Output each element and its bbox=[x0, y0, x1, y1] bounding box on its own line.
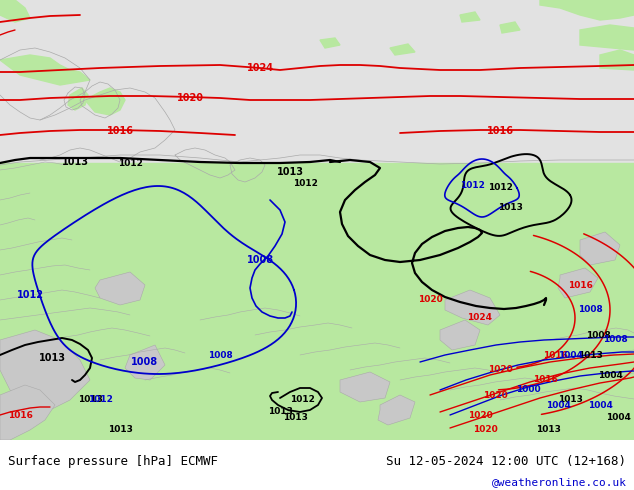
Text: 1020: 1020 bbox=[472, 425, 498, 435]
Text: 1004: 1004 bbox=[557, 350, 583, 360]
Text: 1020: 1020 bbox=[468, 411, 493, 419]
Polygon shape bbox=[460, 12, 480, 22]
Text: 1016: 1016 bbox=[107, 126, 134, 136]
Polygon shape bbox=[0, 0, 30, 22]
Text: 1008: 1008 bbox=[207, 350, 233, 360]
Text: 1004: 1004 bbox=[598, 370, 623, 379]
Text: 1004: 1004 bbox=[588, 400, 612, 410]
Polygon shape bbox=[85, 88, 125, 115]
Text: 1016: 1016 bbox=[567, 280, 592, 290]
Polygon shape bbox=[600, 50, 634, 70]
Text: 1008: 1008 bbox=[586, 330, 611, 340]
Polygon shape bbox=[540, 0, 634, 20]
Text: 1020: 1020 bbox=[176, 93, 204, 103]
Text: 1016: 1016 bbox=[543, 350, 567, 360]
Text: 1008: 1008 bbox=[578, 305, 602, 315]
Text: 1012: 1012 bbox=[488, 183, 512, 193]
Polygon shape bbox=[445, 290, 500, 325]
Polygon shape bbox=[558, 268, 598, 298]
Text: 1008: 1008 bbox=[131, 357, 158, 367]
Text: 1013: 1013 bbox=[578, 350, 602, 360]
Polygon shape bbox=[500, 22, 520, 33]
Text: 1013: 1013 bbox=[77, 395, 103, 405]
Text: 1024: 1024 bbox=[247, 63, 273, 73]
Polygon shape bbox=[0, 385, 55, 440]
Polygon shape bbox=[580, 25, 634, 50]
Text: 1012: 1012 bbox=[16, 290, 44, 300]
Text: 1012: 1012 bbox=[460, 180, 484, 190]
Text: 1013: 1013 bbox=[61, 157, 89, 167]
Text: 1020: 1020 bbox=[488, 366, 512, 374]
Text: 1012: 1012 bbox=[290, 395, 314, 405]
Text: 1013: 1013 bbox=[557, 395, 583, 405]
Text: 1024: 1024 bbox=[467, 314, 493, 322]
Polygon shape bbox=[125, 345, 165, 380]
Polygon shape bbox=[340, 372, 390, 402]
Polygon shape bbox=[320, 38, 340, 48]
Text: 1012: 1012 bbox=[292, 178, 318, 188]
Text: 1008: 1008 bbox=[247, 255, 273, 265]
Text: 1012: 1012 bbox=[117, 158, 143, 168]
Polygon shape bbox=[440, 320, 480, 350]
Text: 1012: 1012 bbox=[87, 395, 112, 405]
Text: Su 12-05-2024 12:00 UTC (12+168): Su 12-05-2024 12:00 UTC (12+168) bbox=[386, 455, 626, 468]
Text: 1020: 1020 bbox=[482, 391, 507, 399]
Text: 1020: 1020 bbox=[418, 295, 443, 304]
Text: 1016: 1016 bbox=[533, 375, 557, 385]
Text: 1013: 1013 bbox=[268, 408, 292, 416]
Text: 1016: 1016 bbox=[486, 126, 514, 136]
Text: @weatheronline.co.uk: @weatheronline.co.uk bbox=[491, 477, 626, 488]
Text: Surface pressure [hPa] ECMWF: Surface pressure [hPa] ECMWF bbox=[8, 455, 217, 468]
Text: 1013: 1013 bbox=[536, 425, 560, 435]
Text: 1013: 1013 bbox=[276, 167, 304, 177]
Polygon shape bbox=[378, 395, 415, 425]
Polygon shape bbox=[0, 55, 90, 85]
Text: 1000: 1000 bbox=[515, 386, 540, 394]
Text: 1013: 1013 bbox=[283, 414, 307, 422]
Text: 1013: 1013 bbox=[39, 353, 65, 363]
Text: 1008: 1008 bbox=[603, 336, 628, 344]
Text: 1016: 1016 bbox=[8, 411, 32, 419]
Polygon shape bbox=[95, 272, 145, 305]
Text: 1013: 1013 bbox=[498, 203, 522, 213]
Polygon shape bbox=[390, 44, 415, 55]
Text: 1004: 1004 bbox=[546, 400, 571, 410]
Polygon shape bbox=[68, 88, 88, 110]
Polygon shape bbox=[0, 330, 90, 410]
Text: 1004: 1004 bbox=[605, 414, 630, 422]
Polygon shape bbox=[580, 232, 620, 265]
Text: 1013: 1013 bbox=[108, 425, 133, 435]
